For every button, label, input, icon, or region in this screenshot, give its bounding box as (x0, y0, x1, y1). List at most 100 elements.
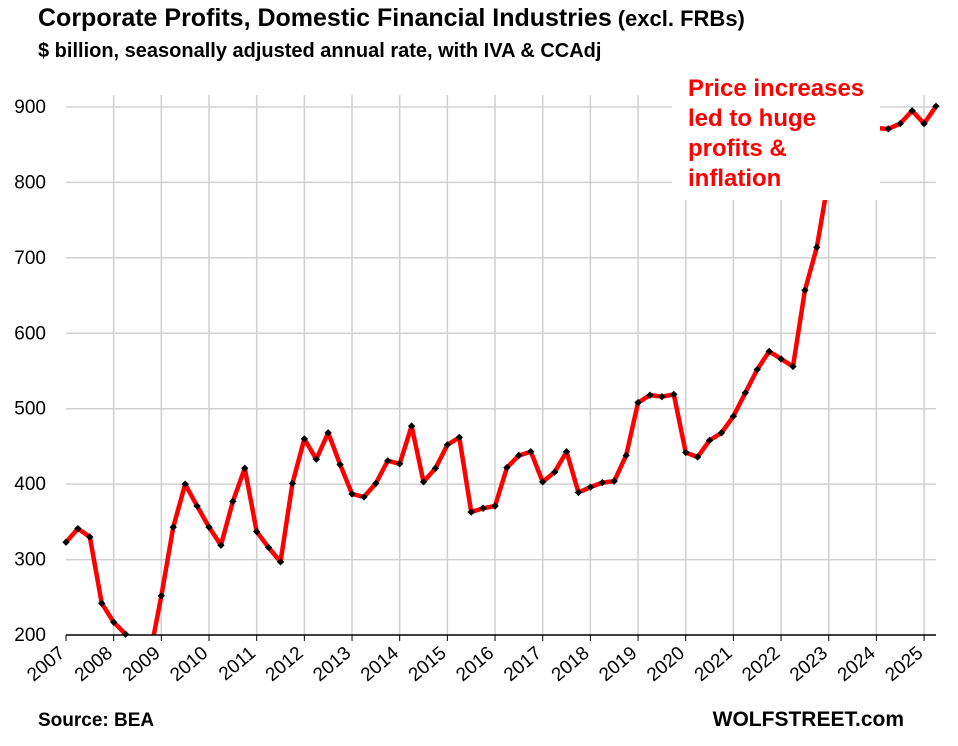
chart-title: Corporate Profits, Domestic Financial In… (38, 4, 745, 32)
data-point (121, 630, 130, 638)
data-point (491, 502, 499, 510)
annotation-line: profits & (688, 135, 787, 162)
data-point (574, 488, 583, 497)
y-tick-label: 600 (14, 323, 46, 344)
data-point (455, 433, 463, 442)
x-tick-label: 2018 (548, 643, 594, 686)
chart-title-suffix: (excl. FRBs) (617, 6, 745, 31)
data-point (86, 533, 94, 541)
x-tick-label: 2017 (500, 643, 546, 686)
x-tick-label: 2019 (595, 643, 641, 686)
y-tick-label: 300 (14, 550, 46, 571)
data-point (693, 453, 702, 461)
data-point (443, 441, 452, 449)
brand-label: WOLFSTREET.com (712, 708, 904, 731)
data-point (658, 392, 666, 401)
data-point (503, 463, 511, 472)
data-point (813, 243, 821, 251)
data-point (276, 558, 285, 566)
data-point (312, 455, 320, 463)
data-point (348, 490, 356, 498)
data-point (419, 478, 428, 486)
x-tick-label: 2020 (643, 643, 689, 686)
data-point (908, 107, 916, 115)
y-tick-label: 800 (14, 172, 46, 193)
data-point (717, 429, 726, 437)
data-point (896, 119, 904, 128)
data-point (753, 365, 761, 374)
y-tick-label: 400 (14, 474, 46, 495)
x-tick-label: 2023 (786, 643, 832, 686)
data-point (300, 435, 309, 443)
data-point (741, 389, 749, 397)
data-point (98, 599, 106, 607)
data-point (479, 504, 487, 512)
x-tick-label: 2014 (357, 642, 403, 686)
x-tick-label: 2022 (738, 643, 784, 686)
source-note: Source: BEA (38, 710, 155, 731)
data-point (384, 457, 392, 465)
data-point (670, 390, 678, 399)
annotation-box: Price increases led to huge profits & in… (672, 70, 881, 200)
data-point (229, 497, 237, 506)
data-point (646, 391, 654, 399)
data-point (181, 480, 189, 488)
data-point (801, 286, 809, 294)
data-point (217, 541, 225, 549)
x-tick-label: 2015 (405, 643, 451, 686)
data-point (705, 436, 714, 445)
data-point (253, 527, 261, 536)
data-point (264, 543, 273, 552)
annotation-line: led to huge (688, 105, 816, 132)
x-tick-label: 2009 (119, 643, 165, 686)
data-point (515, 451, 523, 460)
data-point (765, 347, 773, 356)
data-point (467, 508, 475, 516)
annotation-line: Price increases (688, 75, 865, 102)
data-point (336, 460, 344, 469)
data-point (777, 355, 785, 363)
data-point (324, 429, 332, 437)
data-point (396, 460, 404, 468)
x-tick-label: 2010 (166, 643, 212, 686)
data-point (539, 478, 547, 486)
x-tick-label: 2024 (834, 642, 880, 686)
x-tick-label: 2011 (215, 643, 260, 685)
x-tick-label: 2016 (452, 643, 498, 686)
data-point (372, 479, 380, 488)
x-tick-label: 2007 (23, 643, 69, 686)
y-tick-label: 200 (14, 625, 46, 646)
data-point (729, 412, 738, 420)
data-point (288, 479, 297, 488)
data-point (431, 464, 440, 472)
data-point (920, 119, 928, 128)
y-tick-label: 900 (14, 97, 46, 118)
x-tick-label: 2025 (881, 643, 927, 686)
data-point (586, 483, 595, 491)
data-point (622, 451, 630, 460)
data-point (562, 448, 571, 456)
data-point (682, 448, 690, 457)
data-point (169, 523, 177, 531)
data-point (157, 592, 166, 600)
data-point (598, 478, 606, 487)
x-tick-label: 2012 (262, 643, 308, 686)
data-point (527, 448, 535, 456)
y-tick-label: 500 (14, 399, 46, 420)
data-point (241, 464, 249, 472)
data-point (610, 477, 618, 485)
chart-subtitle: $ billion, seasonally adjusted annual ra… (38, 40, 602, 62)
data-point (789, 362, 797, 371)
x-tick-label: 2008 (71, 643, 117, 686)
data-point (884, 125, 893, 133)
data-point (193, 502, 201, 510)
data-point (550, 468, 559, 476)
x-tick-label: 2013 (309, 643, 355, 686)
y-tick-label: 700 (14, 248, 46, 269)
data-point (634, 399, 642, 407)
annotation-line: inflation (688, 165, 782, 192)
data-point (360, 493, 368, 501)
data-point (407, 422, 416, 430)
x-tick-label: 2021 (691, 643, 737, 686)
